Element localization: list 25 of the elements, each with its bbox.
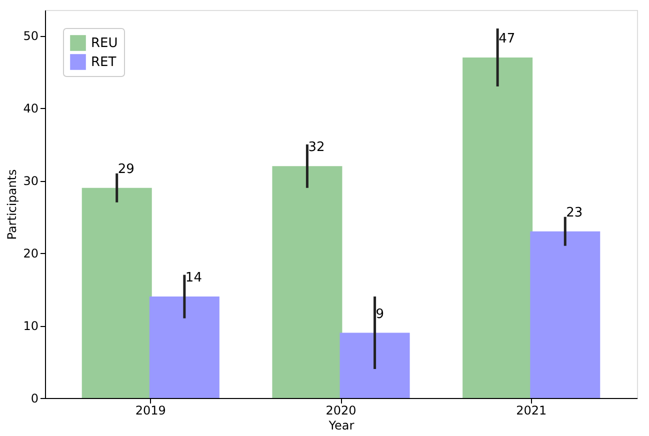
y-tick-label: 20 xyxy=(23,246,38,261)
x-axis-title: Year xyxy=(328,418,354,432)
data-label: 14 xyxy=(185,270,202,286)
bar xyxy=(272,166,342,398)
bar xyxy=(82,188,152,398)
bar xyxy=(149,296,220,398)
x-tick-label: 2020 xyxy=(326,404,356,418)
data-label: 32 xyxy=(308,140,325,156)
data-label: 23 xyxy=(566,205,583,220)
data-label: 9 xyxy=(376,306,384,322)
data-label: 47 xyxy=(498,31,516,46)
y-tick-label: 0 xyxy=(30,392,38,406)
y-axis-title: Participants xyxy=(5,169,20,240)
bar xyxy=(462,57,533,398)
bar xyxy=(530,231,600,398)
y-tick-label: 30 xyxy=(23,174,38,188)
bar xyxy=(340,332,410,398)
legend-label: RET xyxy=(91,55,116,70)
legend-label: REU xyxy=(91,36,118,51)
y-tick-label: 40 xyxy=(23,102,38,116)
data-label: 29 xyxy=(118,162,134,177)
x-tick-label: 2019 xyxy=(135,404,166,418)
x-tick-label: 2021 xyxy=(516,404,547,418)
y-tick-label: 50 xyxy=(23,29,38,44)
y-tick-label: 10 xyxy=(23,319,38,334)
